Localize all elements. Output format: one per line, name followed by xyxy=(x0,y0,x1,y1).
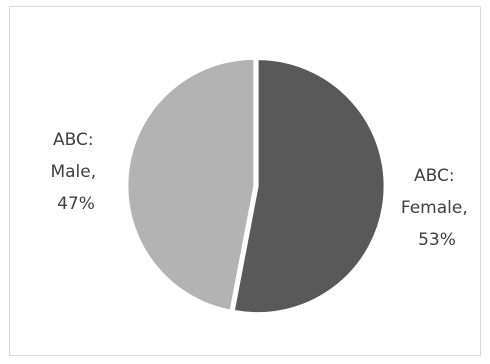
slice-label-female-line-2: Female, xyxy=(401,198,468,218)
slice-label-male-line-3: 47% xyxy=(57,194,95,214)
pie-slice-female xyxy=(232,58,386,315)
slice-label-male: ABC: Male, 47% xyxy=(50,130,101,214)
pie-slice-male xyxy=(126,57,256,312)
pie-slices xyxy=(126,57,386,315)
slice-label-female-line-1: ABC: xyxy=(414,166,455,186)
slice-label-male-line-1: ABC: xyxy=(53,130,94,150)
slice-label-male-line-2: Male, xyxy=(50,162,96,182)
slice-label-female: ABC: Female, 53% xyxy=(401,166,473,250)
slice-label-female-line-3: 53% xyxy=(418,230,456,250)
